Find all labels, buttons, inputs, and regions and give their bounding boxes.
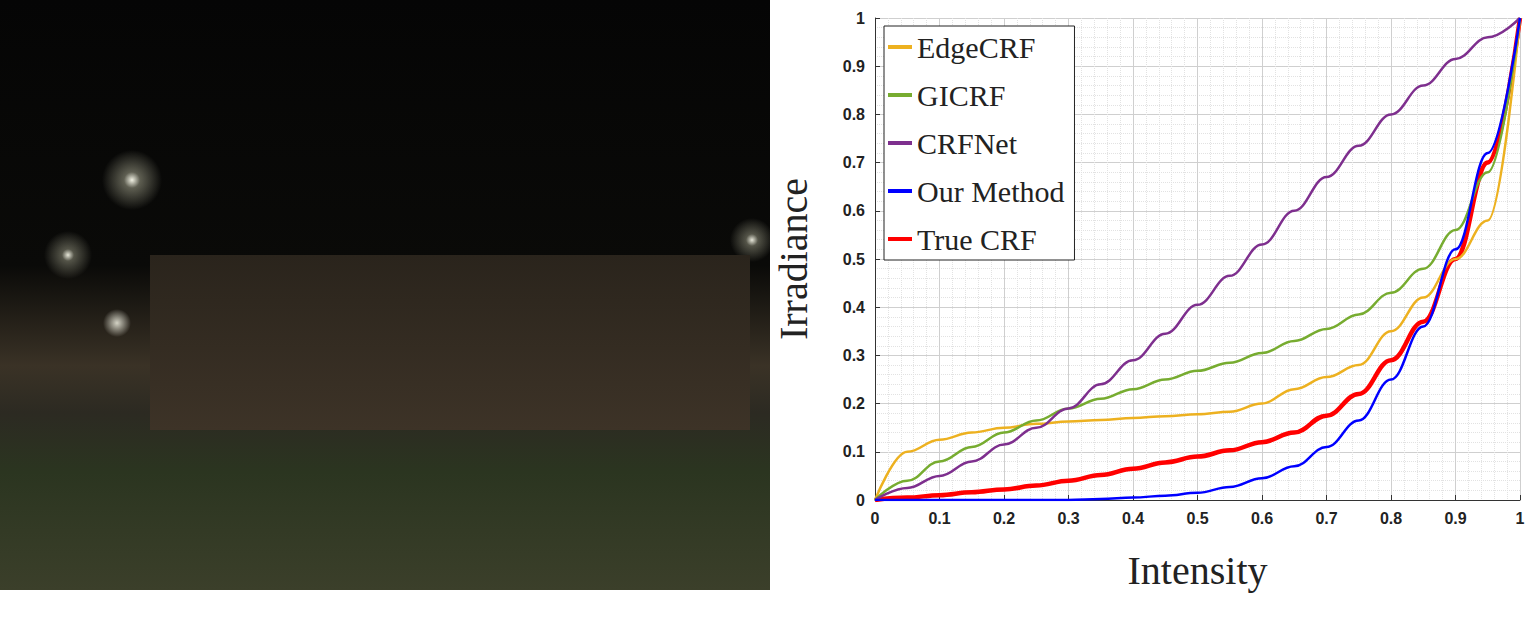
svg-text:0.1: 0.1	[843, 443, 865, 460]
svg-text:0.6: 0.6	[843, 202, 865, 219]
svg-text:1: 1	[1516, 510, 1525, 527]
svg-text:0.1: 0.1	[928, 510, 950, 527]
svg-text:0.4: 0.4	[1122, 510, 1144, 527]
svg-text:EdgeCRF: EdgeCRF	[917, 31, 1035, 64]
svg-text:0: 0	[871, 510, 880, 527]
svg-text:0.3: 0.3	[843, 347, 865, 364]
svg-text:GICRF: GICRF	[917, 79, 1005, 112]
svg-text:Our Method: Our Method	[917, 175, 1064, 208]
svg-text:0.8: 0.8	[843, 106, 865, 123]
svg-text:0.5: 0.5	[1186, 510, 1208, 527]
svg-text:0.5: 0.5	[843, 251, 865, 268]
svg-text:Intensity: Intensity	[1128, 548, 1268, 593]
svg-text:0.8: 0.8	[1380, 510, 1402, 527]
svg-text:CRFNet: CRFNet	[917, 127, 1018, 160]
svg-text:0.9: 0.9	[843, 58, 865, 75]
svg-text:0.7: 0.7	[843, 154, 865, 171]
svg-text:0.4: 0.4	[843, 299, 865, 316]
svg-text:0.7: 0.7	[1315, 510, 1337, 527]
svg-text:Irradiance: Irradiance	[771, 178, 816, 340]
svg-text:0.2: 0.2	[993, 510, 1015, 527]
svg-text:0.6: 0.6	[1251, 510, 1273, 527]
svg-text:True CRF: True CRF	[917, 223, 1037, 256]
svg-text:0: 0	[856, 492, 865, 509]
svg-text:0.2: 0.2	[843, 395, 865, 412]
svg-text:0.3: 0.3	[1057, 510, 1079, 527]
svg-text:1: 1	[856, 10, 865, 27]
svg-text:0.9: 0.9	[1444, 510, 1466, 527]
